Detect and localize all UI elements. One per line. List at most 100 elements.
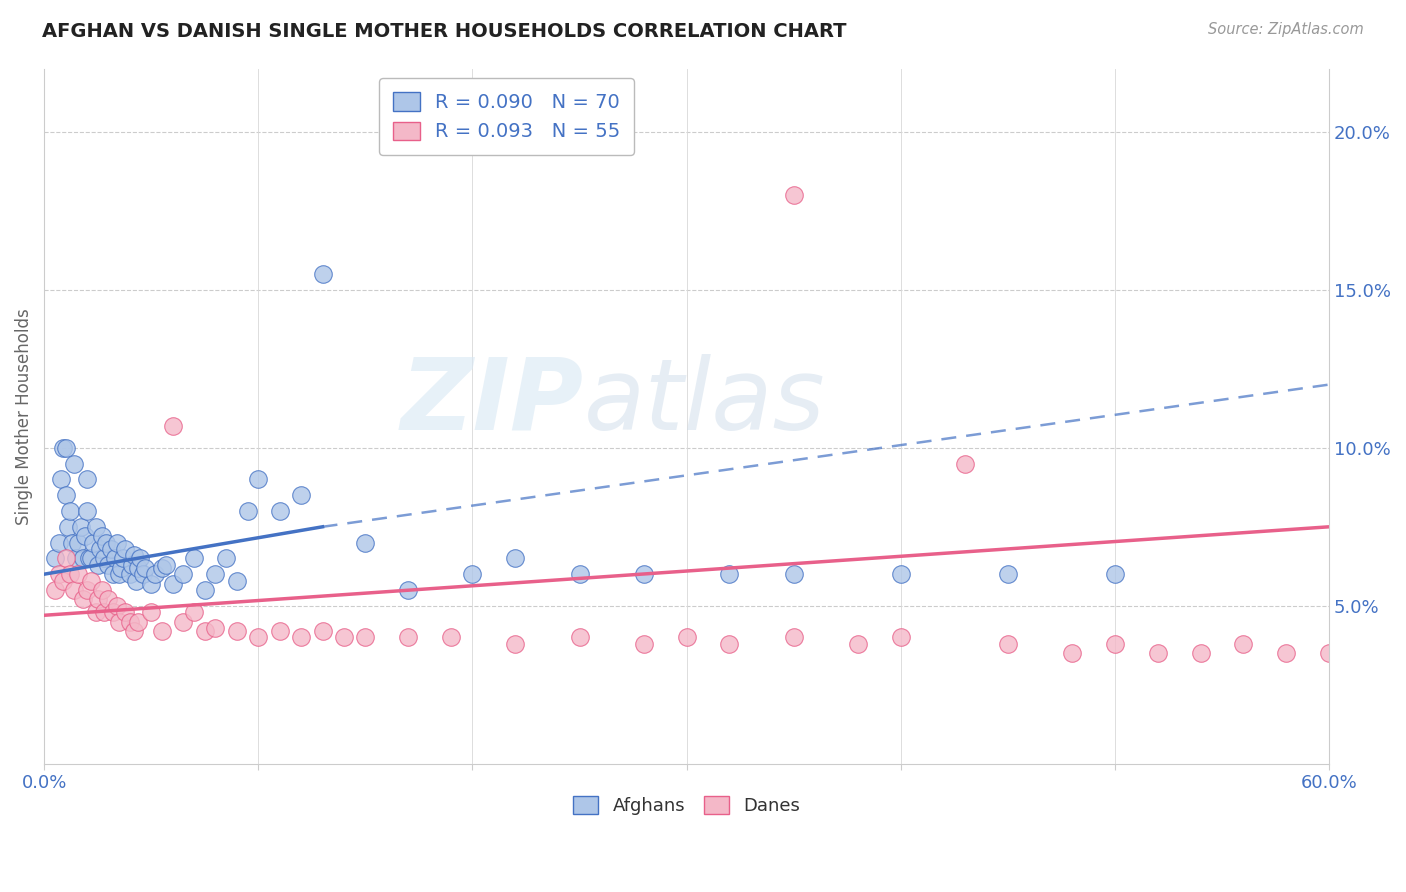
Point: [150, 624, 173, 638]
Text: AFGHAN VS DANISH SINGLE MOTHER HOUSEHOLDS CORRELATION CHART: AFGHAN VS DANISH SINGLE MOTHER HOUSEHOLD…: [42, 22, 846, 41]
Point: [91, 529, 114, 543]
Point: [461, 567, 484, 582]
Point: [51, 472, 73, 486]
Point: [194, 582, 217, 597]
Point: [247, 472, 270, 486]
Point: [125, 574, 148, 588]
Point: [97, 592, 120, 607]
Point: [76, 582, 98, 597]
Point: [162, 576, 184, 591]
Point: [44, 551, 66, 566]
Point: [290, 488, 312, 502]
Point: [155, 558, 177, 572]
Point: [91, 582, 114, 597]
Point: [67, 567, 90, 582]
Point: [72, 592, 94, 607]
Point: [1062, 646, 1084, 660]
Point: [290, 631, 312, 645]
Point: [1317, 646, 1340, 660]
Point: [82, 535, 104, 549]
Legend: Afghans, Danes: Afghans, Danes: [564, 788, 808, 824]
Point: [105, 535, 128, 549]
Point: [183, 551, 205, 566]
Point: [59, 504, 82, 518]
Point: [60, 535, 83, 549]
Point: [311, 267, 333, 281]
Point: [247, 631, 270, 645]
Point: [568, 567, 591, 582]
Point: [72, 551, 94, 566]
Point: [93, 551, 115, 566]
Point: [1104, 637, 1126, 651]
Point: [65, 551, 87, 566]
Point: [162, 418, 184, 433]
Point: [890, 631, 912, 645]
Point: [145, 567, 167, 582]
Y-axis label: Single Mother Households: Single Mother Households: [15, 308, 32, 524]
Point: [59, 567, 82, 582]
Point: [100, 541, 122, 556]
Point: [114, 605, 136, 619]
Point: [236, 504, 259, 518]
Point: [675, 631, 697, 645]
Point: [783, 631, 806, 645]
Point: [118, 615, 141, 629]
Point: [354, 631, 377, 645]
Point: [225, 574, 247, 588]
Point: [73, 529, 96, 543]
Point: [783, 188, 806, 202]
Point: [503, 637, 526, 651]
Point: [56, 520, 79, 534]
Point: [108, 567, 131, 582]
Point: [194, 624, 217, 638]
Point: [67, 535, 90, 549]
Point: [89, 541, 111, 556]
Point: [80, 574, 103, 588]
Point: [84, 605, 107, 619]
Point: [122, 548, 145, 562]
Point: [204, 621, 226, 635]
Point: [76, 504, 98, 518]
Point: [112, 551, 135, 566]
Point: [86, 558, 108, 572]
Point: [172, 567, 194, 582]
Point: [122, 624, 145, 638]
Point: [141, 605, 163, 619]
Point: [55, 488, 77, 502]
Point: [997, 567, 1019, 582]
Point: [96, 535, 118, 549]
Point: [101, 567, 124, 582]
Point: [48, 567, 70, 582]
Point: [503, 551, 526, 566]
Point: [134, 561, 156, 575]
Point: [568, 631, 591, 645]
Point: [783, 567, 806, 582]
Point: [183, 605, 205, 619]
Point: [110, 561, 132, 575]
Point: [1146, 646, 1168, 660]
Point: [396, 631, 419, 645]
Point: [633, 567, 655, 582]
Point: [225, 624, 247, 638]
Point: [52, 574, 75, 588]
Point: [311, 624, 333, 638]
Text: Source: ZipAtlas.com: Source: ZipAtlas.com: [1208, 22, 1364, 37]
Point: [104, 551, 127, 566]
Point: [69, 520, 91, 534]
Point: [633, 637, 655, 651]
Point: [97, 558, 120, 572]
Point: [76, 472, 98, 486]
Point: [127, 615, 149, 629]
Point: [101, 605, 124, 619]
Point: [953, 457, 976, 471]
Point: [846, 637, 869, 651]
Point: [997, 637, 1019, 651]
Point: [1189, 646, 1212, 660]
Point: [108, 615, 131, 629]
Point: [1275, 646, 1298, 660]
Point: [172, 615, 194, 629]
Point: [48, 535, 70, 549]
Point: [127, 561, 149, 575]
Point: [129, 551, 152, 566]
Text: ZIP: ZIP: [401, 354, 583, 450]
